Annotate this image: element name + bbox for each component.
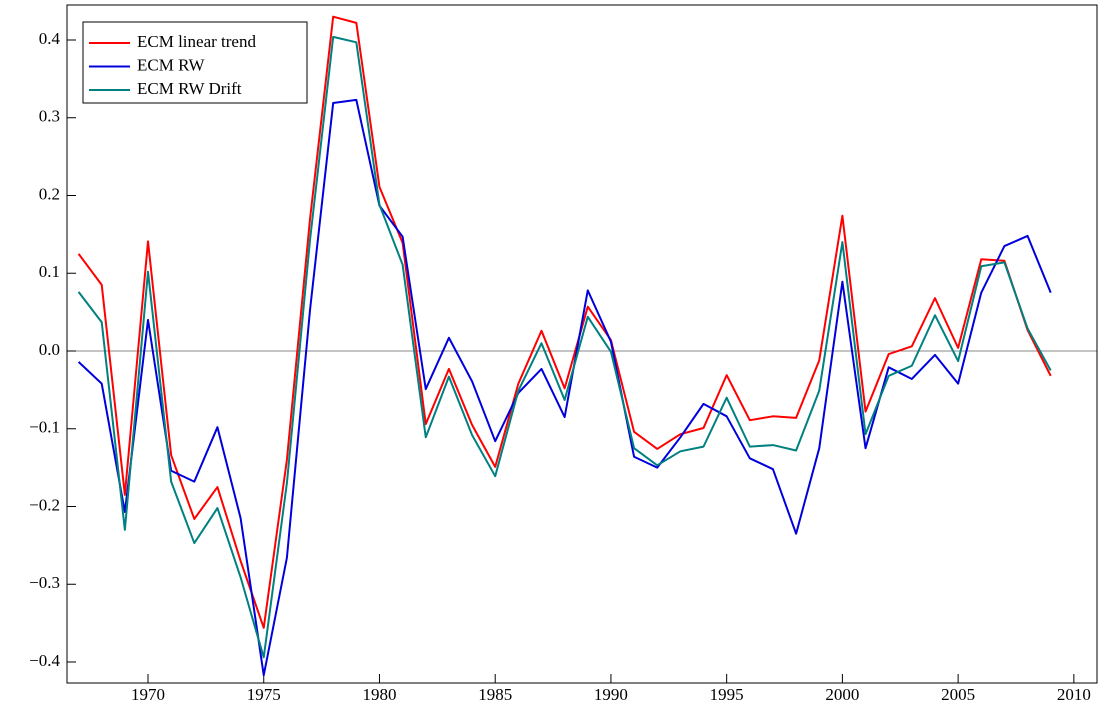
series-line	[77, 98, 1052, 677]
x-tick-label: 1990	[594, 685, 628, 704]
y-tick-label: −0.2	[29, 495, 60, 514]
legend-label: ECM RW	[137, 55, 205, 74]
x-tick-label: 1970	[131, 685, 165, 704]
y-tick-label: 0.0	[39, 340, 60, 359]
plot-frame	[66, 4, 1098, 684]
x-tick-label: 2005	[941, 685, 975, 704]
x-tick-label: 1995	[710, 685, 744, 704]
x-tick-label: 1985	[478, 685, 512, 704]
legend-label: ECM linear trend	[137, 32, 256, 51]
legend-label: ECM RW Drift	[137, 79, 242, 98]
x-tick-label: 2010	[1057, 685, 1091, 704]
y-tick-label: −0.1	[29, 418, 60, 437]
series-line	[77, 15, 1052, 629]
y-tick-label: 0.4	[39, 29, 61, 48]
x-tick-label: 1980	[362, 685, 396, 704]
y-tick-label: 0.3	[39, 107, 60, 126]
x-tick-label: 2000	[825, 685, 859, 704]
x-tick-label: 1975	[247, 685, 281, 704]
y-tick-label: 0.2	[39, 184, 60, 203]
y-tick-label: 0.1	[39, 262, 60, 281]
series-line	[77, 35, 1052, 659]
y-tick-label: −0.4	[29, 651, 60, 670]
y-tick-label: −0.3	[29, 573, 60, 592]
